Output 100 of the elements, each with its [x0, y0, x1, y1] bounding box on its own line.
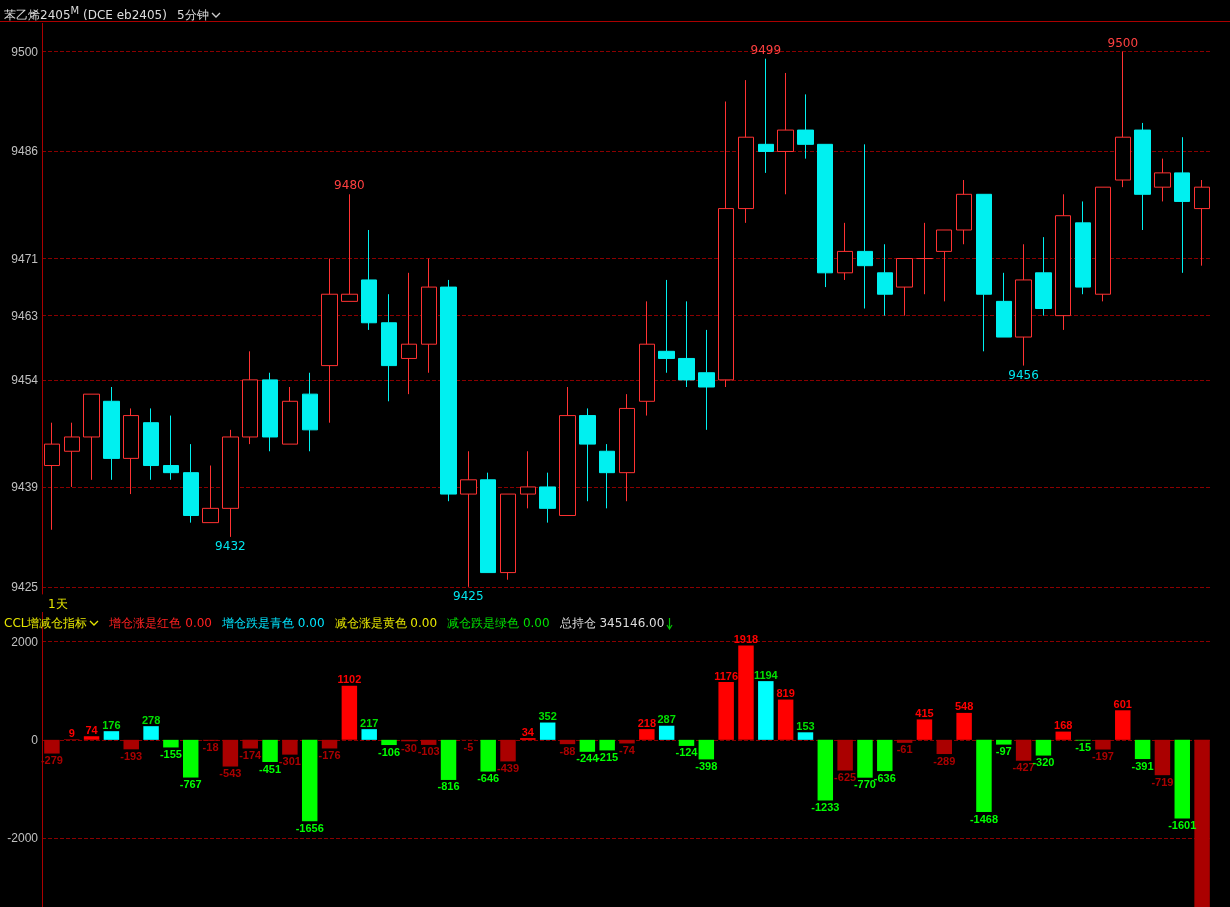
candlestick: [896, 258, 913, 317]
candlestick: [936, 229, 952, 302]
candlestick: [599, 443, 615, 509]
bar: [83, 736, 100, 740]
data-label: 218: [637, 716, 657, 729]
bar: [420, 739, 437, 745]
bar: [182, 739, 199, 778]
data-label: -398: [695, 759, 718, 772]
data-label: -391: [1131, 759, 1154, 772]
data-label: 153: [796, 719, 815, 732]
y-tick-label: 9471: [11, 251, 39, 266]
bar: [1115, 710, 1131, 740]
annotation: 9456: [1008, 367, 1039, 382]
candlestick: [460, 450, 477, 588]
bar: [1095, 739, 1111, 750]
candlestick: [976, 193, 992, 352]
bar: [817, 739, 834, 801]
candlestick: [579, 407, 596, 502]
data-label: -88: [559, 744, 576, 757]
data-label: 278: [141, 713, 161, 726]
data-label: 287: [657, 713, 676, 726]
data-label: 1102: [337, 673, 362, 686]
bar: [936, 739, 953, 755]
bar: [480, 739, 496, 772]
data-label: -767: [179, 778, 202, 791]
bar: [837, 739, 853, 771]
data-label: -18: [202, 741, 219, 754]
candlestick: [341, 193, 358, 302]
bar: [956, 712, 972, 740]
candlestick: [1035, 236, 1052, 317]
chart-title: 苯乙烯2405$^{M}$ (DCE eb2405): [4, 5, 167, 22]
chart-subtitle: 5分钟: [176, 8, 210, 22]
candlestick: [1095, 186, 1111, 302]
candlestick: [916, 222, 933, 295]
candlestick: [996, 272, 1012, 338]
data-label: -15: [1075, 741, 1092, 754]
candlestick: [381, 293, 397, 402]
candlestick: [956, 179, 972, 245]
candlestick: [619, 393, 635, 502]
data-label: -155: [159, 747, 182, 760]
candlestick: [877, 243, 893, 317]
data-label: -1233: [811, 800, 840, 813]
data-label: -106: [378, 745, 401, 758]
data-label: -61: [896, 743, 913, 756]
candlestick: [83, 393, 100, 481]
data-label: -1656: [295, 821, 324, 834]
y-tick-label: 2000: [11, 634, 39, 649]
y-tick-label: 9454: [11, 372, 39, 387]
y-tick-label: -2000: [7, 831, 39, 846]
candlestick: [44, 422, 60, 531]
candlestick: [242, 350, 258, 445]
candlestick: [1134, 122, 1151, 231]
data-label: 1194: [753, 668, 779, 681]
candlestick: [1055, 193, 1071, 331]
candlestick: [163, 415, 179, 481]
candlestick: [123, 407, 139, 495]
annotation: 总持仓 345146.00: [559, 616, 665, 630]
text: 1天: [48, 597, 68, 611]
annotation: 9499: [750, 42, 782, 57]
y-tick-label: 0: [31, 732, 39, 747]
bar: [262, 739, 278, 763]
candlestick: [738, 79, 754, 224]
bar: [1015, 739, 1032, 761]
bar: [539, 722, 556, 740]
candlestick: [222, 429, 239, 538]
candlestick: [440, 279, 457, 502]
bar: [1035, 739, 1052, 756]
candlestick: [777, 72, 794, 195]
bar: [916, 719, 933, 740]
data-label: -5: [463, 740, 474, 753]
candlestick: [1154, 158, 1171, 202]
candlestick: [539, 472, 556, 524]
data-label: 74: [85, 723, 99, 736]
bar: [282, 739, 298, 755]
candlestick: [361, 229, 377, 331]
candlestick: [698, 329, 715, 431]
candlestick: [1075, 200, 1091, 295]
candlestick: [639, 300, 655, 417]
data-label: -625: [834, 771, 857, 784]
data-label: 217: [360, 716, 379, 729]
bar: [857, 739, 873, 778]
bar: [341, 685, 358, 740]
candlestick: [678, 300, 695, 388]
bar: [1154, 739, 1171, 776]
y-tick-label: 9463: [11, 308, 39, 323]
annotation: 9500: [1107, 35, 1139, 50]
bar: [163, 739, 179, 748]
y-tick-label: 9500: [11, 44, 39, 59]
data-label: -646: [477, 772, 500, 785]
data-label: 9: [68, 726, 75, 739]
bar: [976, 739, 992, 813]
candlestick: [64, 422, 80, 488]
candlestick: [520, 450, 536, 509]
bar: [896, 739, 913, 743]
candlestick: [401, 272, 417, 395]
y-tick-label: 9439: [11, 479, 39, 494]
data-label: -427: [1012, 761, 1035, 774]
bar: [103, 731, 120, 740]
data-label: -197: [1091, 750, 1114, 763]
data-label: -193: [120, 749, 143, 762]
